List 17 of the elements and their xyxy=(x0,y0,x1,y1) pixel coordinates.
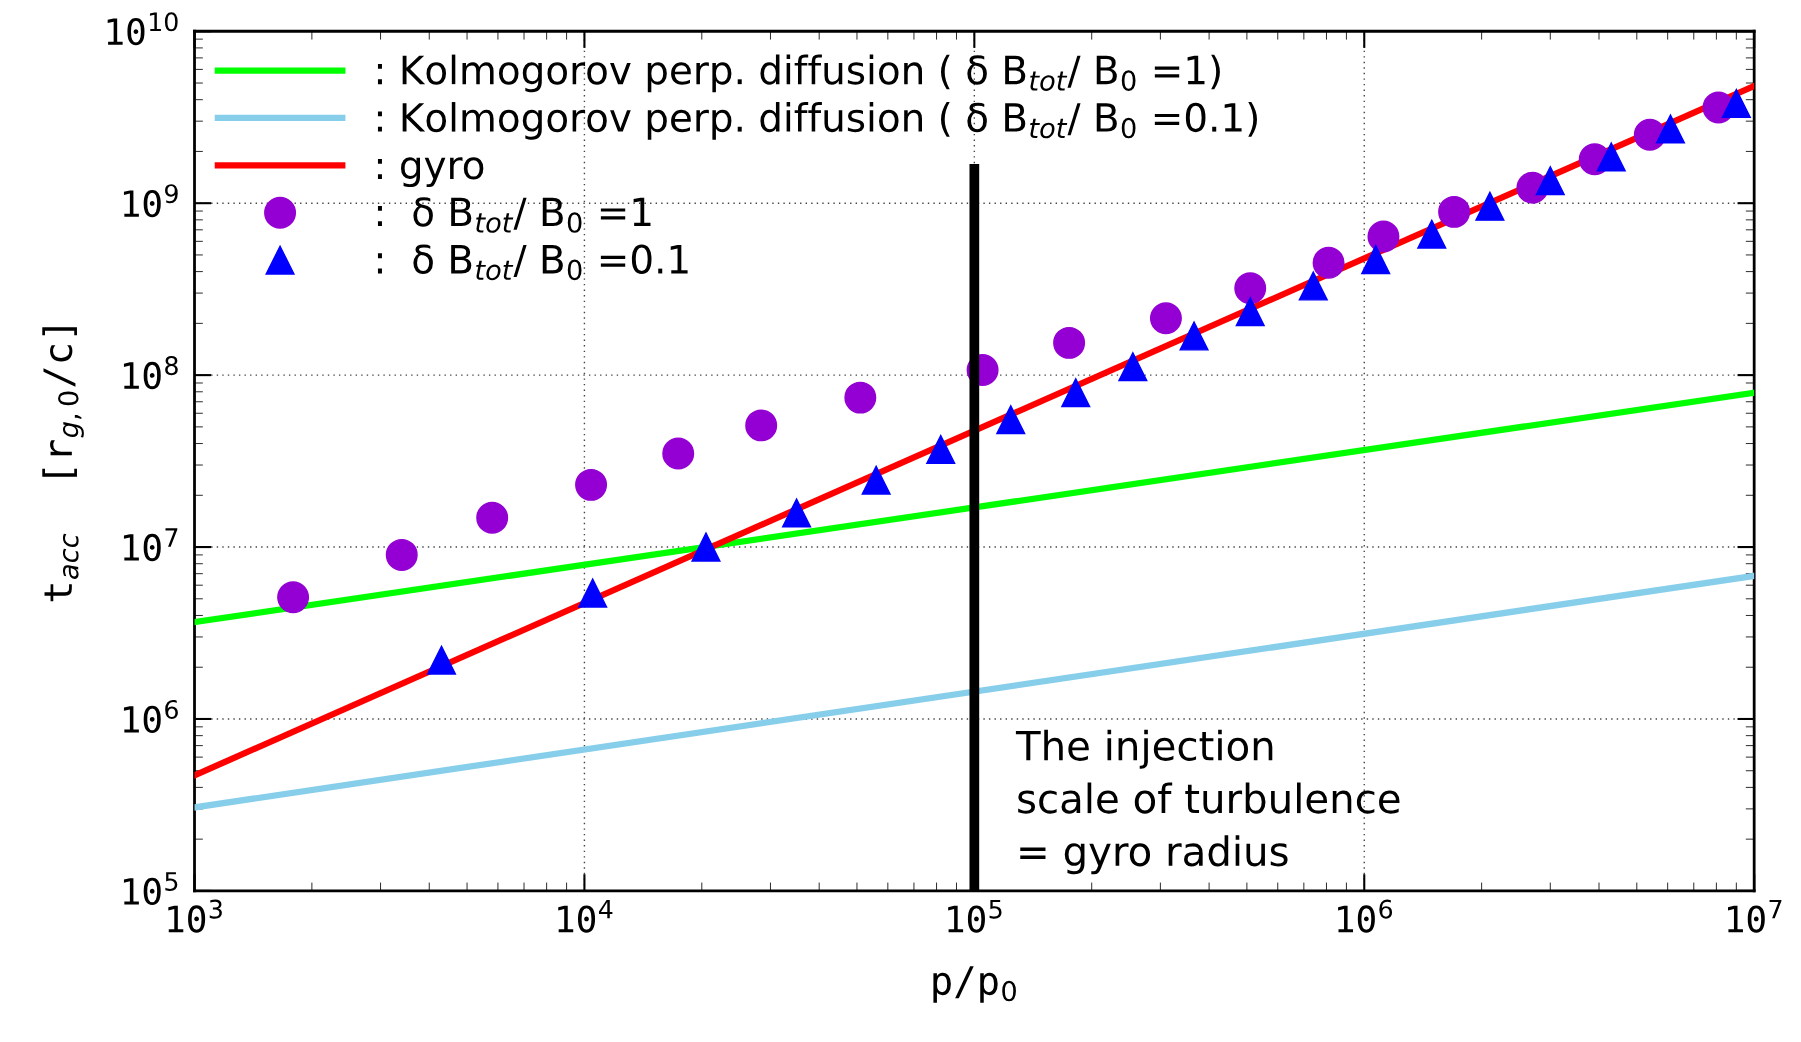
legend-label: : δ B$_{tot}$/ B$_{0}$ =0.1 xyxy=(377,244,688,281)
y-tick-label: 10$^{9}$ xyxy=(123,184,178,218)
legend-label: : Kolmogorov perp. diffusion ( δ B$_{tot}$/ B$_{0}$ =1) xyxy=(377,54,1220,93)
x-axis-title: p/p$_{0}$ xyxy=(933,966,1016,1003)
x-tick-label: 10$^{7}$ xyxy=(1728,899,1782,933)
x-tick-label: 10$^{4}$ xyxy=(558,899,613,933)
text: t$_{acc}$ [r$_{g,0}$/c] xyxy=(42,327,84,602)
y-tick-label: 10$^{7}$ xyxy=(123,528,178,562)
y-tick-label: 10$^{8}$ xyxy=(123,356,178,390)
y-tick-label: 10$^{10}$ xyxy=(107,12,178,46)
x-tick-label: 10$^{5}$ xyxy=(948,899,1002,933)
ref-line-label: The injection scale of turbulence = gyro radius xyxy=(1015,729,1400,875)
legend-label: : Kolmogorov perp. diffusion ( δ B$_{tot}$/ B$_{0}$ =0.1) xyxy=(377,102,1257,140)
x-tick-label: 10$^{6}$ xyxy=(1338,899,1393,933)
legend-label: : gyro xyxy=(377,157,484,188)
y-tick-label: 10$^{6}$ xyxy=(123,699,178,734)
legend-label: : δ B$_{tot}$/ B$_{0}$ =1 xyxy=(377,197,651,233)
